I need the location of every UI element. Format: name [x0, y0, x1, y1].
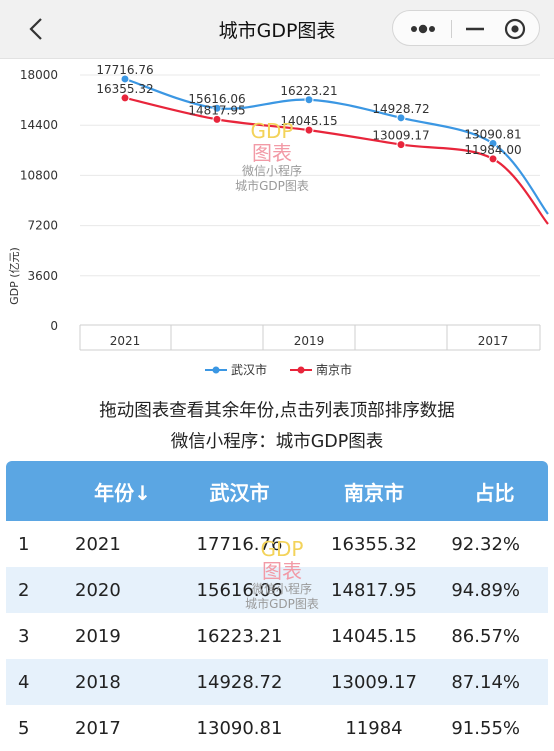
row-rank: 2: [6, 567, 61, 613]
table-row: 5 2017 13090.81 11984 91.55%: [6, 705, 548, 751]
header-wuhan-sort[interactable]: 武汉市: [171, 461, 308, 521]
data-label: 16223.21: [280, 84, 337, 98]
data-point: [212, 114, 222, 124]
legend-swatch-dot: [212, 366, 220, 374]
row-nanjing: 16355.32: [331, 533, 417, 555]
app-name-text: 微信小程序：城市GDP图表: [170, 432, 384, 452]
gdp-line-chart[interactable]: 0 3600 7200 10800 14400 18000 GDP (亿元) 2021 2019…: [0, 58, 554, 388]
series-line-0: [124, 77, 549, 215]
y-tick-label: 7200: [27, 219, 58, 233]
data-label: 14928.72: [372, 102, 429, 116]
row-wuhan: 13090.81: [196, 717, 283, 739]
header-nanjing-sort[interactable]: 南京市: [308, 461, 440, 521]
data-label: 17716.76: [96, 63, 153, 77]
row-ratio: 94.89%: [440, 567, 548, 613]
mini-program-capsule: [392, 10, 540, 46]
data-point: [120, 93, 130, 103]
row-rank: 5: [18, 717, 30, 739]
y-tick-label: 0: [50, 319, 58, 333]
row-ratio: 91.55%: [451, 717, 520, 739]
capsule-divider: [451, 20, 452, 38]
minimize-icon[interactable]: [455, 19, 495, 39]
row-year: 2021: [75, 533, 121, 555]
data-label: 14817.95: [188, 103, 245, 117]
series-line-1: [124, 96, 549, 225]
gdp-table: 年份↓ 武汉市 南京市 占比 1 2021 17716.76 16355.32 …: [6, 461, 548, 751]
y-tick-label: 18000: [20, 68, 58, 82]
row-nanjing: 11984: [345, 717, 403, 739]
row-rank: 1: [18, 533, 30, 555]
data-label: 11984.00: [464, 143, 521, 157]
data-label: 15616.06: [188, 92, 245, 106]
table-row: 2 2020 15616.06 14817.95 94.89%: [6, 567, 548, 613]
row-nanjing: 13009.17: [308, 659, 440, 705]
legend-label: 南京市: [316, 362, 352, 377]
data-point: [396, 140, 406, 150]
y-tick-label: 3600: [27, 269, 58, 283]
table-header-row: 年份↓ 武汉市 南京市 占比: [6, 461, 548, 521]
data-point: [120, 74, 130, 84]
header-rank: [6, 461, 61, 521]
close-target-icon[interactable]: [501, 16, 529, 42]
row-wuhan: 15616.06: [171, 567, 308, 613]
y-tick-label: 14400: [20, 118, 58, 132]
page-title: 城市GDP图表: [218, 20, 336, 42]
row-year: 2020: [61, 567, 171, 613]
table-row: 4 2018 14928.72 13009.17 87.14%: [6, 659, 548, 705]
row-ratio: 92.32%: [451, 533, 520, 555]
data-label: 13009.17: [372, 129, 429, 143]
data-point: [304, 95, 314, 105]
table-row: 1 2021 17716.76 16355.32 92.32%: [6, 521, 548, 567]
x-tick-label: 2019: [294, 334, 325, 348]
row-rank: 3: [18, 625, 30, 647]
chart-svg[interactable]: 0 3600 7200 10800 14400 18000 GDP (亿元) 2021 2019…: [0, 58, 554, 388]
row-wuhan: 17716.76: [196, 533, 283, 555]
x-tick-label: 2017: [478, 334, 509, 348]
row-ratio: 87.14%: [440, 659, 548, 705]
back-arrow-icon[interactable]: [22, 14, 52, 44]
row-year: 2019: [75, 625, 121, 647]
data-point: [396, 113, 406, 123]
row-nanjing: 14817.95: [308, 567, 440, 613]
y-axis-label: GDP (亿元): [8, 247, 21, 305]
legend-label: 武汉市: [231, 362, 267, 377]
more-dots-icon[interactable]: [401, 19, 445, 39]
y-tick-label: 10800: [20, 168, 58, 182]
row-nanjing: 14045.15: [331, 625, 417, 647]
data-point: [488, 138, 498, 148]
data-label: 13090.81: [464, 127, 521, 141]
title-bar: 城市GDP图表: [0, 0, 554, 59]
row-wuhan: 14928.72: [171, 659, 308, 705]
data-point: [304, 125, 314, 135]
row-wuhan: 16223.21: [196, 625, 283, 647]
drag-hint-text: 拖动图表查看其余年份,点击列表顶部排序数据: [99, 401, 455, 421]
row-ratio: 86.57%: [451, 625, 520, 647]
data-point: [488, 154, 498, 164]
x-tick-label: 2021: [110, 334, 141, 348]
header-year-sort[interactable]: 年份↓: [61, 461, 171, 521]
header-ratio-sort[interactable]: 占比: [440, 461, 548, 521]
table-row: 3 2019 16223.21 14045.15 86.57%: [6, 613, 548, 659]
row-year: 2018: [61, 659, 171, 705]
data-label: 16355.32: [96, 82, 153, 96]
row-year: 2017: [75, 717, 121, 739]
data-label: 14045.15: [280, 114, 337, 128]
row-rank: 4: [6, 659, 61, 705]
legend-swatch-dot: [297, 366, 305, 374]
data-point: [212, 103, 222, 113]
